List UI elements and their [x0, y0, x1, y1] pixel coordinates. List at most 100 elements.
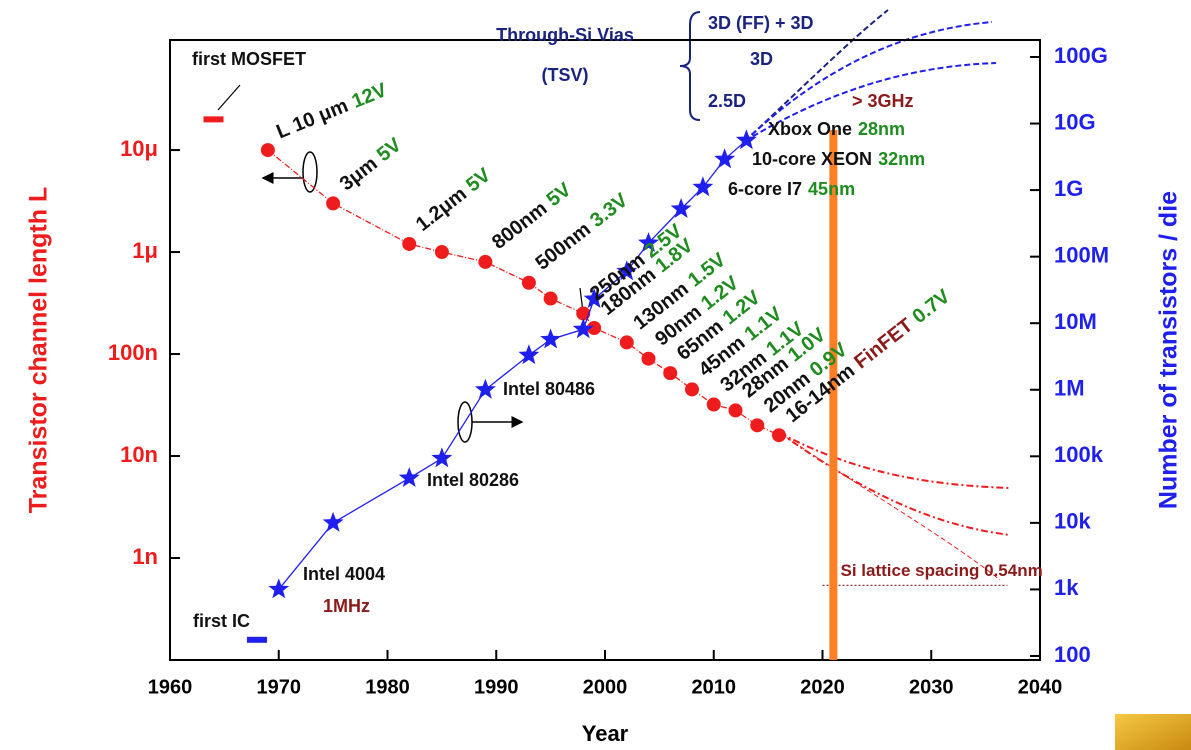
annotation: 2.5D [708, 91, 746, 111]
y-tick-label: 10n [120, 442, 158, 467]
y2-tick-label: 1k [1054, 575, 1079, 600]
projection [779, 432, 1011, 489]
y2-tick-label: 100k [1054, 442, 1104, 467]
y-tick-label: 1n [132, 544, 158, 569]
projection [744, 21, 993, 142]
first-ic-label: first IC [193, 611, 250, 631]
data-point [478, 254, 493, 269]
node-label: 3μm5V [336, 134, 407, 196]
projection [779, 432, 1001, 581]
annotation: (TSV) [542, 65, 589, 85]
data-point [576, 306, 591, 321]
data-point [474, 378, 496, 399]
annotation-text: Xbox One [768, 119, 852, 139]
axis-pointer [302, 151, 318, 193]
data-point [398, 467, 420, 487]
annotation-text: Intel 4004 [303, 564, 385, 584]
projection [744, 9, 889, 142]
data-point [638, 232, 659, 252]
annotation-text: 1MHz [323, 596, 370, 616]
data-point [750, 418, 765, 433]
annotation-text: Intel 80286 [427, 470, 519, 490]
x-tick-label: 2000 [583, 676, 628, 698]
voltage-label: 5V [543, 179, 576, 212]
node-name: L 10 μm [273, 95, 351, 144]
data-point [521, 275, 536, 290]
y2-tick-label: 100 [1054, 642, 1091, 667]
lattice-label: Si lattice spacing 0.54nm [841, 561, 1043, 580]
x-tick-label: 2040 [1018, 676, 1063, 698]
annotation: Intel 4004 [303, 564, 385, 584]
voltage-label: 12V [349, 79, 391, 113]
annotation-detail: 28nm [858, 119, 905, 139]
annotation: 6-core I7 45nm [728, 179, 855, 199]
first-mosfet-label: first MOSFET [192, 49, 306, 69]
x-tick-label: 2010 [692, 676, 737, 698]
data-point [728, 403, 743, 418]
projection [779, 432, 1011, 536]
annotation-text: Through-Si Vias [496, 25, 634, 45]
y-tick-label: 1μ [132, 238, 158, 263]
annotation: 10-core XEON 32nm [752, 149, 925, 169]
y2-tick-label: 100G [1054, 43, 1108, 68]
data-point [268, 578, 290, 599]
annotation-text: 6-core I7 [728, 179, 802, 199]
y2-tick-label: 1M [1054, 376, 1085, 401]
x-tick-label: 2030 [909, 676, 954, 698]
annotation: 1MHz [323, 596, 370, 616]
annotation-text: Intel 80486 [503, 379, 595, 399]
y-tick-label: 100n [108, 340, 158, 365]
data-point [431, 447, 453, 468]
x-tick-label: 1990 [474, 676, 519, 698]
node-label: 1.2μm5V [412, 164, 496, 236]
node-label: 500nm3.3V [532, 189, 633, 275]
data-point [260, 143, 275, 158]
data-point [572, 318, 594, 339]
data-point [322, 511, 344, 532]
annotation: Through-Si Vias [496, 25, 634, 45]
annotation: 3D [750, 49, 773, 69]
decorations [217, 9, 1011, 581]
node-name: 500nm [532, 218, 595, 274]
data-point [692, 176, 714, 197]
x-tick-label: 1960 [148, 676, 193, 698]
x-tick-label: 1970 [257, 676, 302, 698]
annotation-text: (TSV) [542, 65, 589, 85]
voltage-label: 5V [373, 134, 406, 167]
node-label: L 10 μm12V [273, 79, 390, 143]
y2-axis-title: Number of transistors / die [1155, 191, 1183, 509]
data-point [641, 351, 656, 366]
first-ic-mark [247, 636, 267, 643]
annotation-detail: 32nm [878, 149, 925, 169]
first-mosfet-mark [203, 116, 224, 123]
x-tick-label: 2020 [800, 676, 845, 698]
annotation: Intel 80486 [503, 379, 595, 399]
data-point [663, 366, 678, 381]
annotation-text: 2.5D [708, 91, 746, 111]
annotation: 3D (FF) + 3D [708, 13, 814, 33]
annotation-text: 3D (FF) + 3D [708, 13, 814, 33]
data-point [685, 382, 699, 397]
data-point [543, 291, 558, 306]
annotation-text: > 3GHz [852, 91, 914, 111]
voltage-label: 0.7V [909, 285, 955, 328]
y-axis-title: Transistor channel length L [25, 187, 53, 513]
data-point [402, 236, 417, 251]
corner-image [1115, 714, 1191, 750]
y2-tick-label: 1G [1054, 176, 1083, 201]
data-point [714, 148, 736, 169]
projection [744, 62, 997, 142]
annotation-text: 3D [750, 49, 773, 69]
data-point [583, 288, 605, 308]
data-point [518, 344, 540, 365]
y2-tick-label: 100M [1054, 242, 1109, 267]
data-point [735, 129, 757, 150]
data-point [670, 198, 692, 218]
voltage-label: 3.3V [586, 189, 632, 232]
bracket [679, 11, 701, 121]
y2-tick-label: 10k [1054, 509, 1091, 534]
x-tick-label: 1980 [365, 676, 410, 698]
data-point [540, 328, 562, 349]
annotation-text: 10-core XEON [752, 149, 872, 169]
